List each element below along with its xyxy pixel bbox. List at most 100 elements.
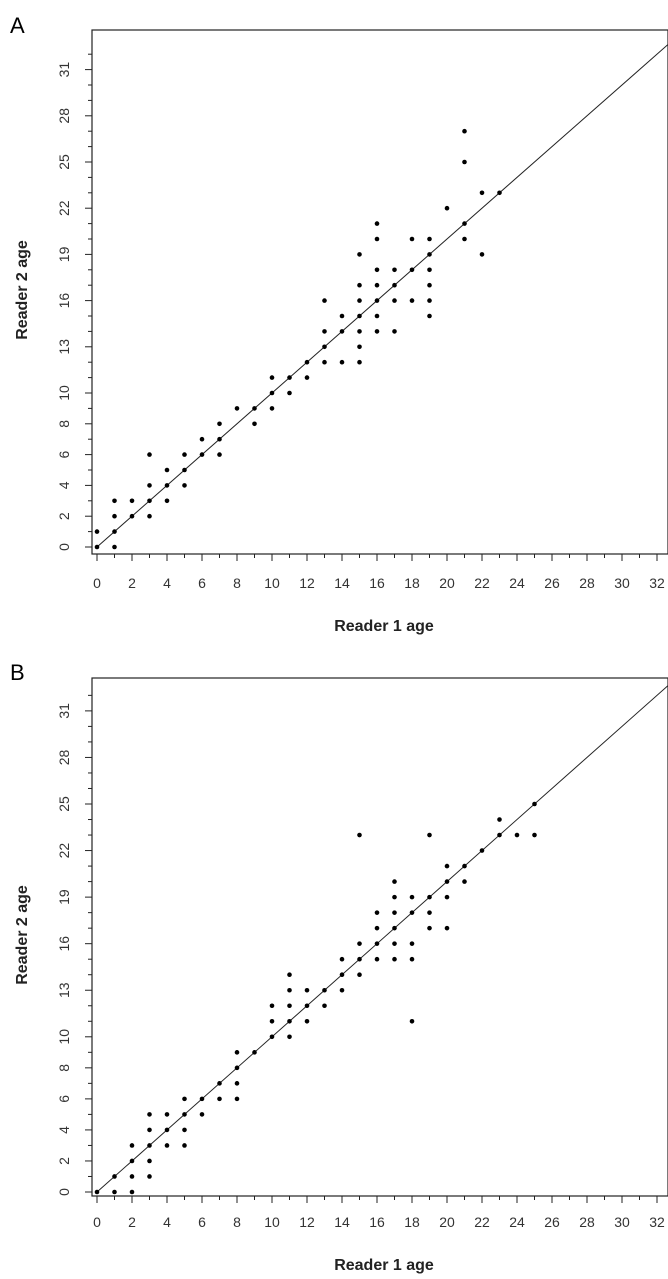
data-point-a-69 bbox=[462, 221, 467, 226]
data-point-a-51 bbox=[374, 267, 380, 273]
data-point-b-52 bbox=[392, 956, 397, 962]
data-point-a-28 bbox=[269, 375, 275, 380]
x-tick-label-b-22: 22 bbox=[474, 1214, 490, 1230]
data-point-b-0 bbox=[94, 1189, 100, 1195]
data-point-a-48 bbox=[374, 313, 380, 319]
data-point-a-27 bbox=[269, 390, 275, 396]
x-tick-label-a-8: 8 bbox=[233, 575, 241, 591]
data-point-a-30 bbox=[287, 375, 292, 380]
y-tick-label-a-2: 2 bbox=[56, 512, 72, 520]
data-point-b-64 bbox=[427, 910, 432, 915]
data-point-b-12 bbox=[164, 1143, 170, 1148]
data-point-b-22 bbox=[217, 1081, 222, 1086]
data-point-b-13 bbox=[164, 1127, 170, 1133]
data-point-b-44 bbox=[357, 972, 362, 978]
x-tick-label-b-12: 12 bbox=[299, 1214, 315, 1230]
x-tick-label-b-2: 2 bbox=[128, 1214, 136, 1230]
data-point-b-57 bbox=[392, 879, 397, 884]
y-tick-label-b-22: 22 bbox=[56, 843, 72, 859]
y-axis-title-b: Reader 2 age bbox=[14, 885, 31, 985]
x-tick-label-a-20: 20 bbox=[439, 575, 455, 591]
x-tick-label-a-26: 26 bbox=[544, 575, 560, 591]
x-tick-label-b-4: 4 bbox=[163, 1214, 171, 1230]
data-point-b-24 bbox=[234, 1081, 240, 1086]
x-tick-label-a-16: 16 bbox=[369, 575, 385, 591]
x-tick-label-b-14: 14 bbox=[334, 1214, 350, 1230]
data-point-b-6 bbox=[129, 1143, 135, 1148]
reference-line-a bbox=[96, 44, 668, 548]
data-point-b-9 bbox=[147, 1143, 152, 1148]
x-axis-title-b: Reader 1 age bbox=[334, 1257, 434, 1274]
data-point-a-53 bbox=[374, 221, 380, 226]
data-point-b-30 bbox=[269, 1003, 275, 1009]
data-point-a-4 bbox=[112, 513, 117, 519]
data-point-b-69 bbox=[444, 879, 450, 884]
y-tick-label-a-4: 4 bbox=[56, 481, 72, 489]
data-point-b-55 bbox=[392, 910, 397, 915]
data-point-a-46 bbox=[357, 252, 362, 257]
data-point-a-13 bbox=[164, 483, 170, 488]
data-point-a-34 bbox=[322, 344, 327, 350]
data-point-b-29 bbox=[269, 1018, 275, 1024]
data-point-a-23 bbox=[234, 406, 240, 411]
y-tick-label-b-25: 25 bbox=[56, 796, 72, 812]
y-tick-label-b-19: 19 bbox=[56, 889, 72, 905]
x-tick-label-a-12: 12 bbox=[299, 575, 315, 591]
data-point-a-24 bbox=[252, 421, 257, 427]
y-tick-label-a-22: 22 bbox=[56, 200, 72, 216]
data-point-b-70 bbox=[444, 863, 450, 869]
x-tick-label-a-10: 10 bbox=[264, 575, 280, 591]
data-point-b-65 bbox=[427, 894, 432, 900]
data-point-b-66 bbox=[427, 832, 432, 838]
x-tick-label-a-32: 32 bbox=[649, 575, 665, 591]
data-point-b-26 bbox=[234, 1050, 240, 1055]
x-tick-label-a-0: 0 bbox=[93, 575, 101, 591]
data-point-a-59 bbox=[409, 267, 415, 273]
data-point-a-42 bbox=[357, 329, 362, 334]
data-point-b-59 bbox=[409, 956, 415, 962]
y-tick-label-b-16: 16 bbox=[56, 936, 72, 952]
y-tick-label-b-31: 31 bbox=[56, 703, 72, 719]
x-tick-label-a-30: 30 bbox=[614, 575, 630, 591]
data-point-b-78 bbox=[532, 801, 537, 807]
data-point-a-61 bbox=[427, 313, 432, 319]
data-point-b-36 bbox=[304, 1018, 310, 1024]
y-tick-label-a-6: 6 bbox=[56, 450, 72, 458]
data-point-b-61 bbox=[409, 910, 415, 915]
data-point-b-67 bbox=[444, 925, 450, 931]
data-point-b-39 bbox=[322, 1003, 327, 1009]
data-point-a-10 bbox=[147, 483, 152, 488]
data-point-a-5 bbox=[112, 498, 117, 504]
data-point-a-17 bbox=[182, 452, 187, 457]
data-point-a-35 bbox=[322, 329, 327, 334]
data-point-b-21 bbox=[217, 1096, 222, 1102]
data-point-b-54 bbox=[392, 925, 397, 931]
y-axis-title-a: Reader 2 age bbox=[14, 240, 31, 340]
x-axis-title-a: Reader 1 age bbox=[334, 618, 434, 635]
data-point-a-8 bbox=[147, 513, 152, 519]
data-point-b-31 bbox=[287, 1034, 292, 1040]
y-tick-label-a-0: 0 bbox=[56, 543, 72, 551]
data-point-a-52 bbox=[374, 236, 380, 242]
data-point-a-33 bbox=[322, 359, 327, 365]
x-tick-label-b-0: 0 bbox=[93, 1214, 101, 1230]
panel-letter-b: B bbox=[10, 660, 25, 685]
x-tick-label-b-10: 10 bbox=[264, 1214, 280, 1230]
y-tick-label-b-4: 4 bbox=[56, 1126, 72, 1134]
data-point-b-17 bbox=[182, 1112, 187, 1117]
data-point-b-46 bbox=[357, 941, 362, 946]
data-point-b-15 bbox=[182, 1143, 187, 1148]
x-tick-label-a-14: 14 bbox=[334, 575, 350, 591]
x-tick-label-a-28: 28 bbox=[579, 575, 595, 591]
data-point-a-47 bbox=[374, 329, 380, 334]
x-tick-label-a-6: 6 bbox=[198, 575, 206, 591]
data-point-a-31 bbox=[304, 375, 310, 380]
y-tick-label-b-0: 0 bbox=[56, 1188, 72, 1196]
data-point-a-16 bbox=[182, 467, 187, 473]
x-tick-label-a-4: 4 bbox=[163, 575, 171, 591]
data-point-a-63 bbox=[427, 282, 432, 288]
y-tick-label-b-8: 8 bbox=[56, 1064, 72, 1072]
x-tick-label-b-30: 30 bbox=[614, 1214, 630, 1230]
y-tick-label-b-6: 6 bbox=[56, 1095, 72, 1103]
data-point-a-57 bbox=[392, 267, 397, 273]
